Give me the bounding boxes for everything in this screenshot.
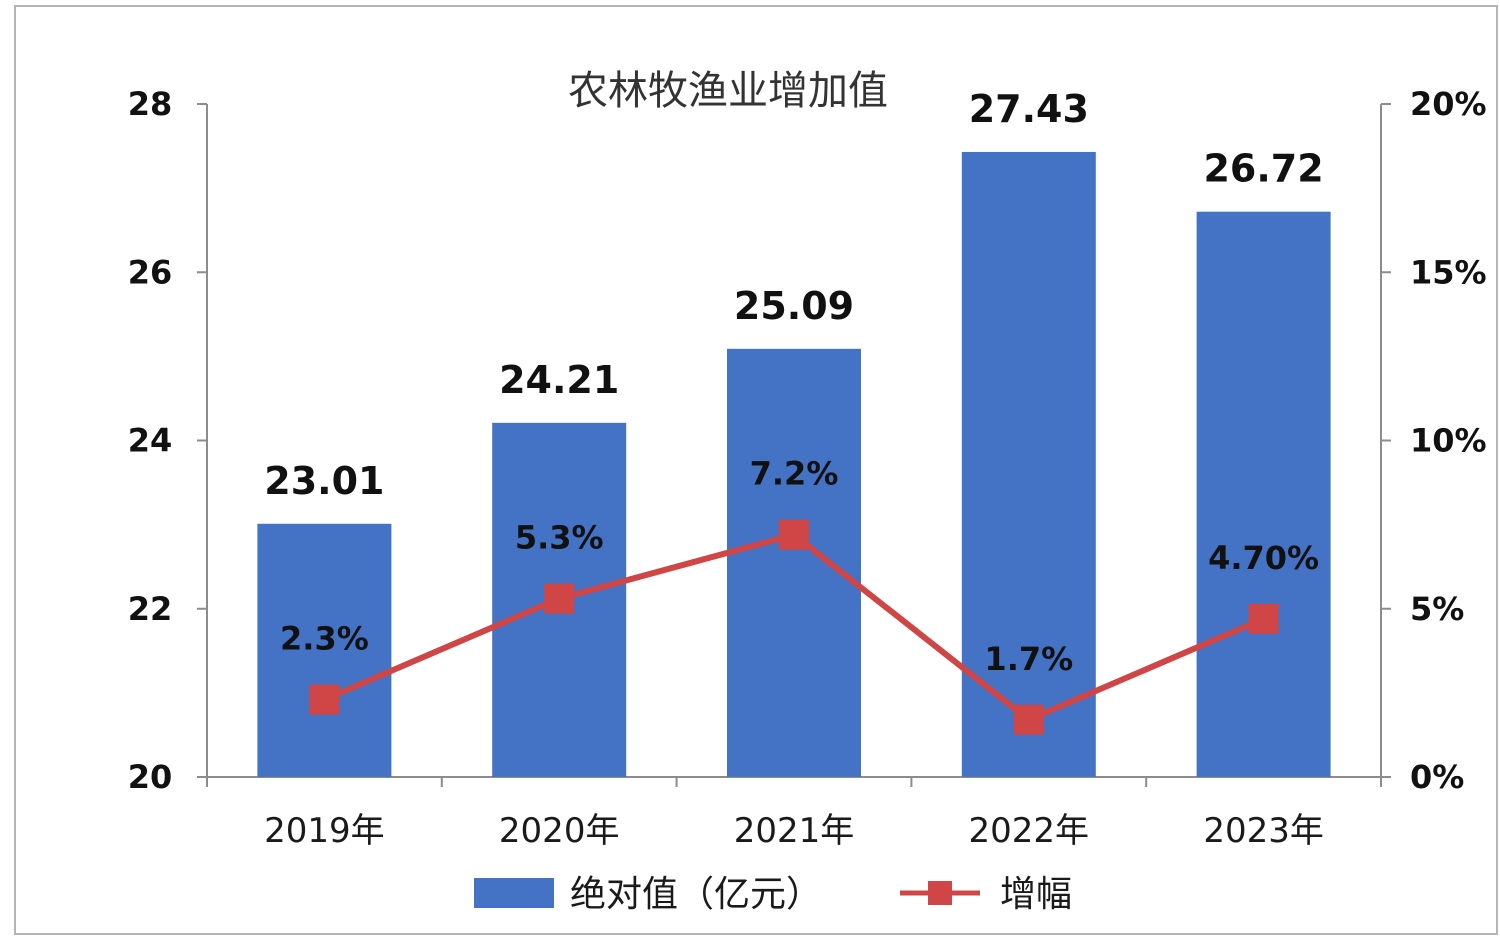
bars xyxy=(257,151,1331,778)
bar xyxy=(1196,211,1331,777)
legend-label-bar: 绝对值（亿元） xyxy=(570,874,822,915)
line-marker xyxy=(1013,704,1044,735)
y-left-tick-label: 26 xyxy=(128,253,173,291)
y-right-tick-label: 15% xyxy=(1410,253,1487,291)
legend-marker-swatch xyxy=(928,881,952,905)
y-left-tick-label: 20 xyxy=(128,758,173,796)
bar xyxy=(961,151,1096,778)
line-series xyxy=(309,519,1279,735)
bar-value-label: 24.21 xyxy=(499,358,619,402)
y-left-tick-label: 24 xyxy=(128,422,173,460)
bar xyxy=(727,348,861,777)
legend-label-line: 增幅 xyxy=(1000,874,1072,915)
chart-title: 农林牧渔业增加值 xyxy=(568,68,888,114)
bar-value-label: 23.01 xyxy=(264,459,384,503)
line-value-label: 4.70% xyxy=(1208,539,1319,577)
axes: 20 22 24 26 28 0% 5% 10% 15% 20% 2019年 2020年 2021年 20… xyxy=(128,85,1487,851)
line-value-label: 5.3% xyxy=(515,519,604,557)
line-value-label: 1.7% xyxy=(984,640,1073,678)
y-right-tick-label: 5% xyxy=(1410,590,1464,628)
data-labels: 23.01 24.21 25.09 27.43 26.72 2.3% 5.3% 7.2% 1.7… xyxy=(264,87,1323,678)
line-value-label: 7.2% xyxy=(750,455,839,493)
y-left-tick-label: 28 xyxy=(128,85,173,123)
y-right-tick-label: 20% xyxy=(1410,85,1487,123)
y-left-tick-label: 22 xyxy=(128,590,173,628)
y-right-tick-label: 10% xyxy=(1410,422,1487,460)
line-value-label: 2.3% xyxy=(280,620,369,658)
legend: 绝对值（亿元） 增幅 xyxy=(474,874,1072,915)
line-marker xyxy=(779,519,809,550)
bar-value-label: 27.43 xyxy=(969,87,1089,131)
bar-value-label: 26.72 xyxy=(1203,147,1323,191)
x-tick-label: 2023年 xyxy=(1203,811,1324,851)
line-marker xyxy=(1248,603,1279,634)
legend-swatch-bar xyxy=(474,878,554,908)
bar xyxy=(257,523,392,777)
x-tick-label: 2019年 xyxy=(264,811,385,851)
y-right-tick-label: 0% xyxy=(1410,758,1464,796)
x-tick-label: 2020年 xyxy=(499,811,620,851)
bar-value-label: 25.09 xyxy=(734,284,854,328)
line-marker xyxy=(309,684,340,715)
line-marker xyxy=(544,583,575,614)
x-tick-label: 2021年 xyxy=(734,811,855,851)
x-tick-label: 2022年 xyxy=(969,811,1090,851)
